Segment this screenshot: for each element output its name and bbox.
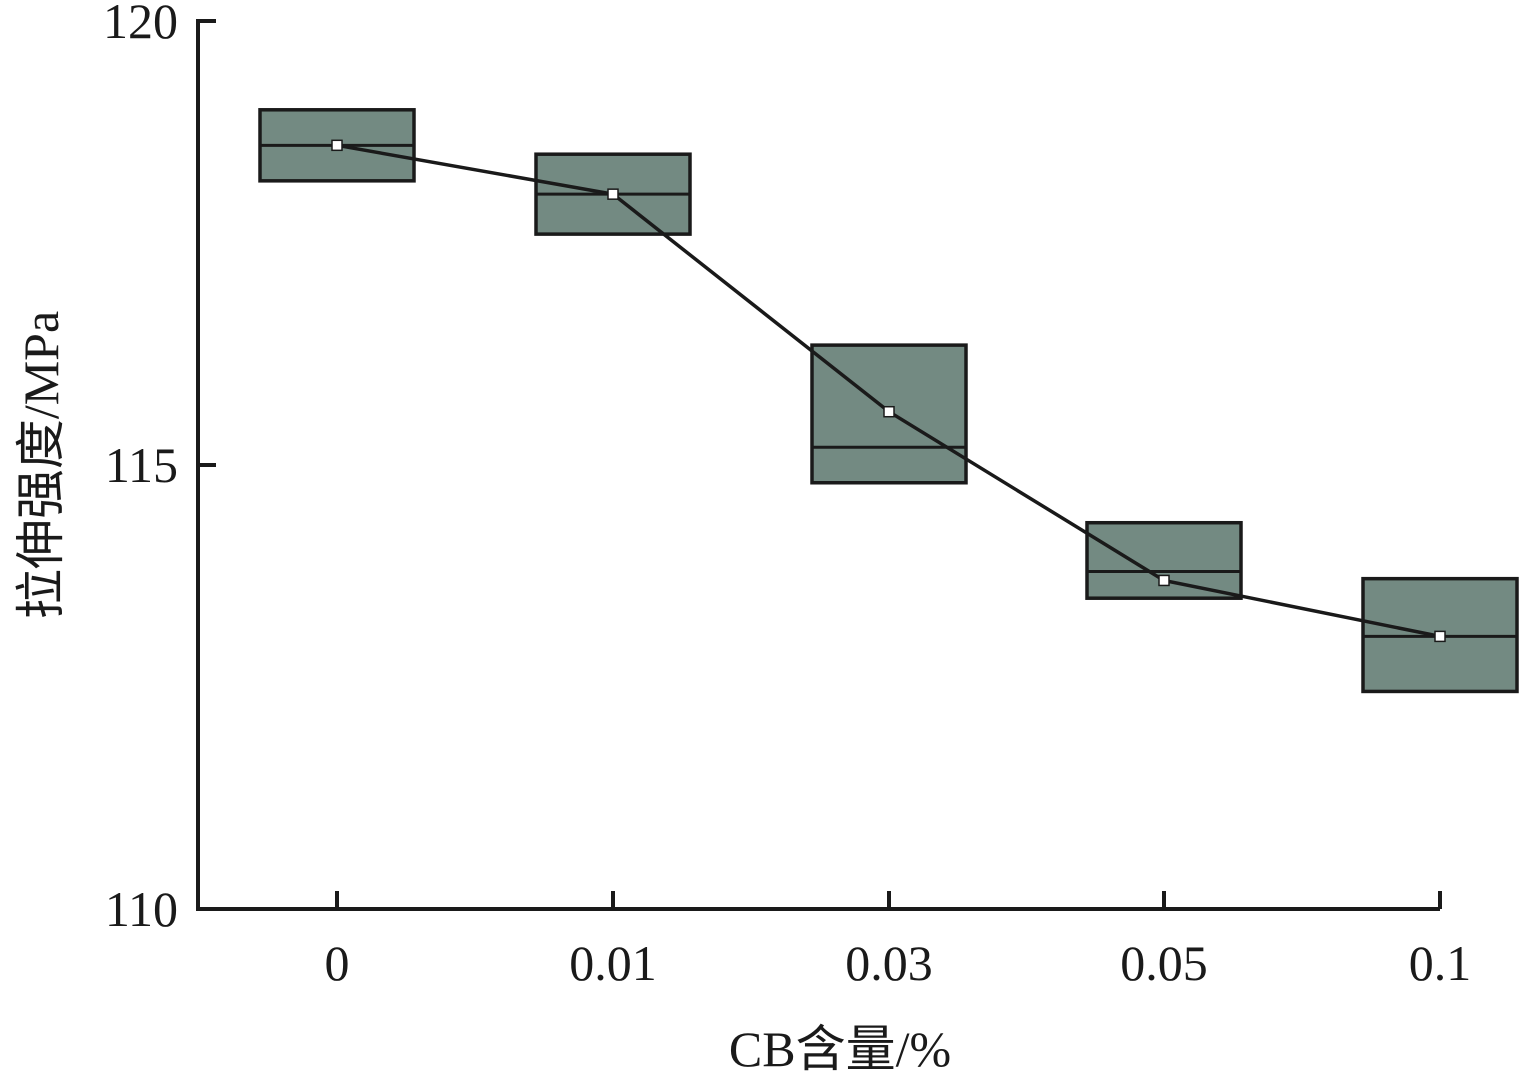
mean-marker-0.1	[1434, 630, 1446, 643]
y-axis-title: 拉伸强度/MPa	[13, 311, 69, 619]
mean-marker-0.05	[1158, 574, 1170, 587]
y-tick-label-110: 110	[105, 881, 178, 937]
mean-marker-0.01	[607, 188, 619, 200]
boxes-layer	[258, 108, 1519, 694]
x-tick-label-0.01: 0.01	[569, 935, 657, 991]
x-tick-label-0.05: 0.05	[1120, 935, 1208, 991]
mean-marker-0.03	[883, 405, 895, 418]
x-tick-label-0.1: 0.1	[1409, 935, 1472, 991]
ticks-layer: 110 115 120 0 0.01 0.03 0.05 0.1	[103, 0, 1471, 991]
x-tick-label-0: 0	[325, 935, 350, 991]
y-tick-label-115: 115	[105, 437, 178, 493]
box-0.05	[1085, 520, 1243, 600]
y-tick-label-120: 120	[103, 0, 178, 49]
mean-marker-0	[331, 139, 343, 152]
x-axis-title: CB含量/%	[729, 1021, 951, 1077]
x-tick-label-0.03: 0.03	[845, 935, 933, 991]
mean-line-layer	[331, 139, 1446, 643]
